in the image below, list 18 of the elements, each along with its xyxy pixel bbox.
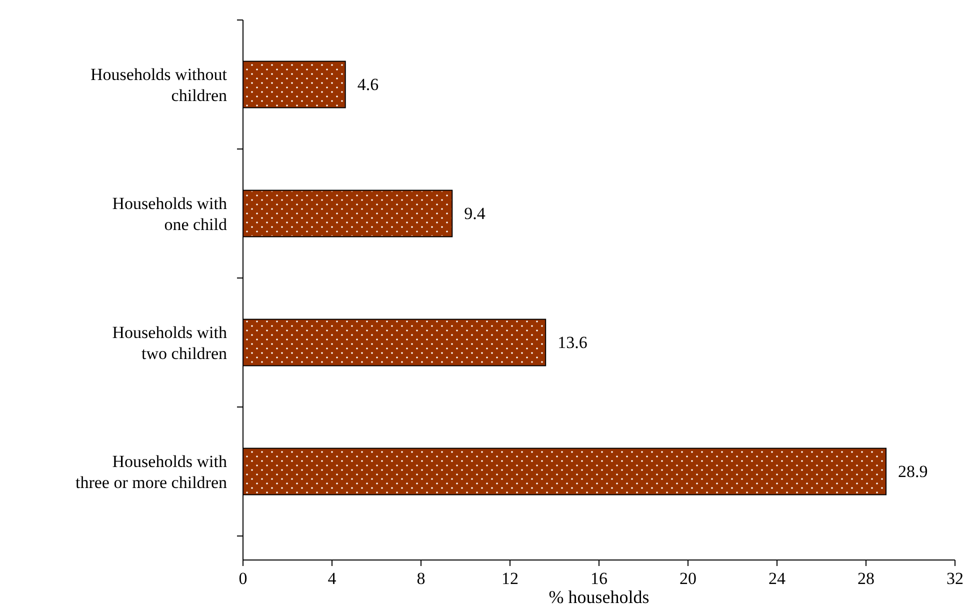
data-label: 4.6 (357, 75, 379, 94)
data-label: 9.4 (464, 204, 486, 223)
x-tick-label: 8 (416, 569, 426, 588)
x-tick-label: 32 (946, 569, 964, 588)
y-tick-label: Households without children (90, 64, 228, 104)
x-tick-label: 28 (858, 569, 874, 588)
y-tick-label: Households with one child (112, 194, 228, 234)
x-tick-label: 16 (590, 569, 608, 588)
data-label: 28.9 (898, 462, 928, 481)
data-label: 13.6 (558, 333, 588, 352)
x-tick-label: 20 (680, 569, 696, 588)
y-tick-label: Households with two children (112, 322, 228, 362)
x-tick-label: 0 (238, 569, 248, 588)
x-axis-title: % households (548, 587, 650, 606)
x-tick-label: 24 (768, 569, 786, 588)
x-tick-label: 4 (328, 569, 337, 588)
y-tick-label: Households with three or more children (75, 452, 228, 492)
x-tick-label: 12 (502, 569, 518, 588)
